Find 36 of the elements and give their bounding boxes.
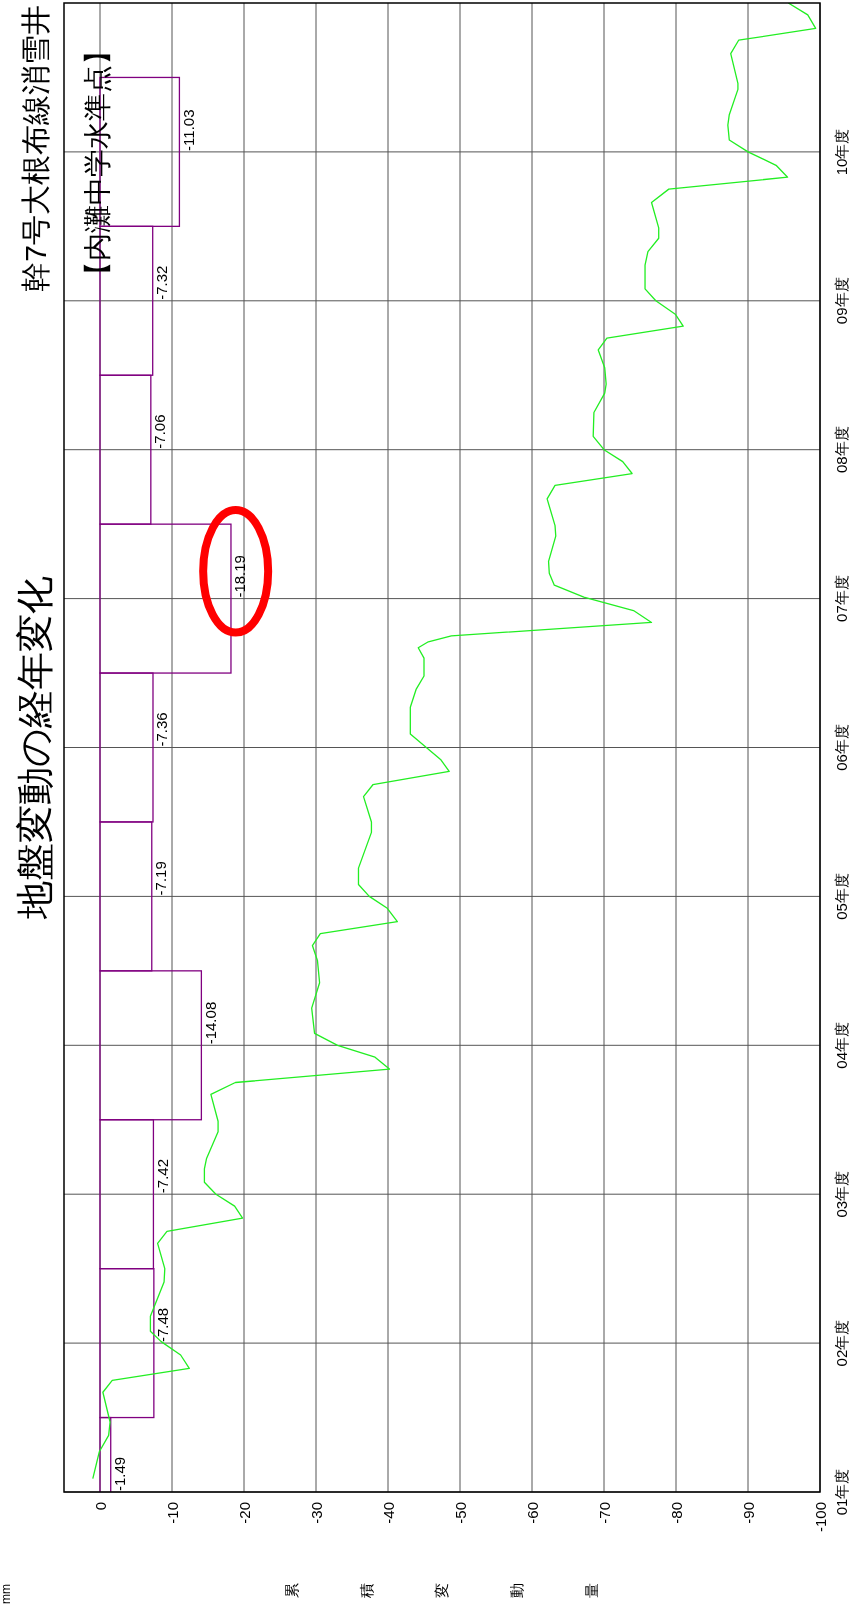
y-tick-label: 08年度 [833, 426, 850, 474]
x-tick-label: -40 [379, 1502, 397, 1524]
text: mm [0, 1584, 13, 1604]
y-tick-label: 10年度 [833, 128, 850, 176]
x-tick-label: -90 [739, 1502, 757, 1524]
x-tick-label: -30 [307, 1502, 325, 1524]
annotation: 【内灘中学水準点】 [82, 37, 113, 289]
data-label: -7.06 [151, 414, 169, 449]
data-label: -7.48 [154, 1307, 172, 1343]
text: 累積変動量 [283, 1582, 600, 1598]
y-tick-label: 05年度 [833, 873, 850, 920]
y-tick-label: 09年度 [833, 277, 850, 325]
data-label: -1.49 [110, 1456, 128, 1491]
x-tick-label: -50 [451, 1502, 469, 1524]
x-tick-label: -60 [523, 1502, 541, 1524]
x-tick-label: -100 [811, 1502, 829, 1533]
data-label: -14.08 [201, 1001, 219, 1045]
y-tick-label: 02年度 [833, 1319, 850, 1367]
data-label: -7.36 [153, 712, 171, 747]
y-tick-label: 07年度 [833, 575, 850, 622]
text: 地盤変動の経年変化 [14, 576, 56, 920]
data-label: -18.19 [231, 555, 249, 598]
y-tick-label: 01年度 [833, 1468, 850, 1516]
x-tick-label: -80 [667, 1502, 685, 1524]
data-label: -11.03 [179, 109, 197, 151]
x-tick-label: -70 [595, 1502, 613, 1524]
data-label: -7.19 [151, 861, 169, 896]
y-tick-label: 06年度 [833, 724, 850, 771]
data-label: -7.42 [153, 1159, 171, 1194]
x-tick-label: -20 [235, 1502, 253, 1524]
y-tick-label: 04年度 [833, 1021, 850, 1069]
text: 幹7号大根布線消雪井 [19, 5, 52, 292]
data-label: -7.32 [152, 265, 170, 300]
x-tick-label: 0 [91, 1502, 109, 1511]
y-tick-label: 03年度 [833, 1170, 850, 1218]
x-tick-label: -10 [163, 1502, 181, 1524]
